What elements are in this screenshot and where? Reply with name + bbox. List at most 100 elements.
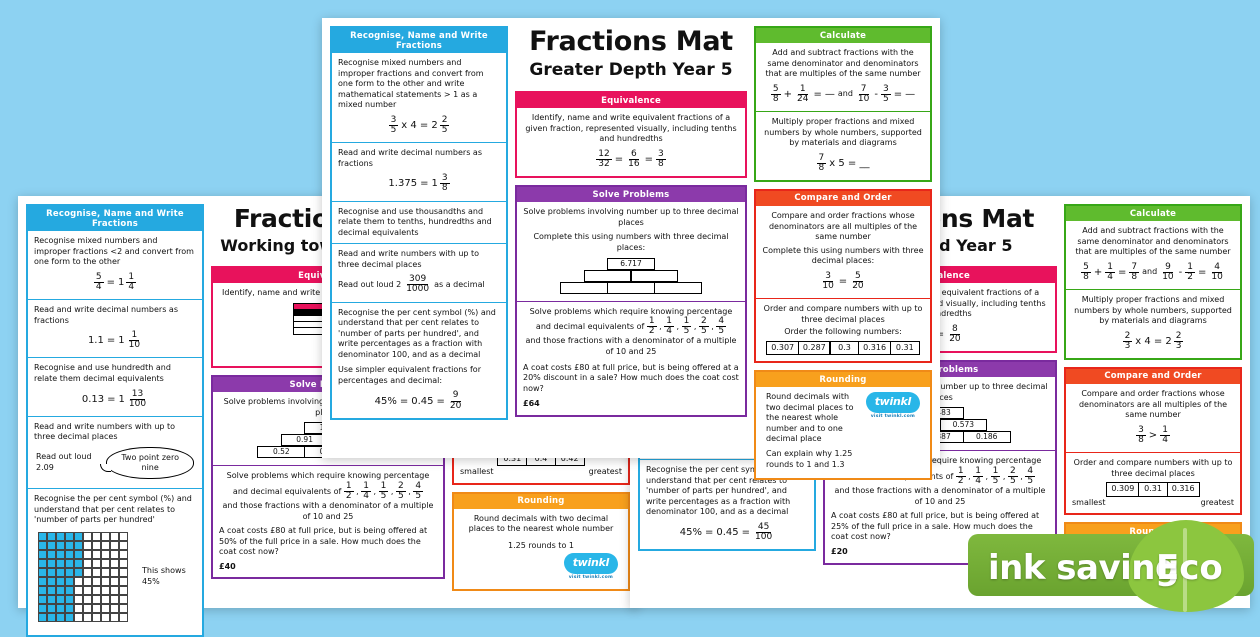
- card-compare-center[interactable]: Compare and Order Compare and order frac…: [754, 188, 932, 364]
- worksheet-center[interactable]: Recognise, Name and Write Fractions Reco…: [322, 18, 940, 481]
- card-body: Compare and order fractions whose denomi…: [1066, 384, 1240, 452]
- pyramid-cell[interactable]: 0.186: [962, 431, 1011, 444]
- word-problem: A coat costs £80 at full price, but is b…: [831, 511, 1040, 542]
- item-text: Read and write numbers with up to three …: [338, 249, 480, 269]
- hundred-square-cell: [38, 531, 47, 541]
- hundred-square-cell: [83, 558, 92, 568]
- item-text: Recognise the per cent symbol (%) and un…: [646, 465, 804, 517]
- item-text: Round decimals with two decimal places t…: [766, 392, 854, 444]
- card-item: Recognise and use thousandths and relate…: [332, 202, 506, 244]
- hundred-square-cell: [65, 603, 74, 613]
- card-item: Recognise mixed numbers and improper fra…: [28, 231, 202, 299]
- card-solve-center[interactable]: Solve Problems Solve problems involving …: [515, 185, 747, 417]
- card-calculate-right[interactable]: Calculate Add and subtract fractions wit…: [1064, 204, 1242, 360]
- hundred-square-cell: [74, 594, 83, 604]
- hundred-square-cell: [83, 594, 92, 604]
- hundred-square-cell: [119, 603, 128, 613]
- number-cell[interactable]: 0.309: [1106, 482, 1140, 497]
- hundred-square-cell: [101, 567, 110, 577]
- hundred-square-cell: [119, 558, 128, 568]
- hundred-square-cell: [101, 531, 110, 541]
- title-block-center: Fractions Mat Greater Depth Year 5: [515, 26, 747, 84]
- card-recognise-center[interactable]: Recognise, Name and Write Fractions Reco…: [330, 26, 508, 420]
- pyramid-cell[interactable]: [607, 281, 655, 294]
- card-item: Recognise the per cent symbol (%) and un…: [28, 489, 202, 635]
- word-problem-answer: £64: [523, 399, 540, 409]
- pyramid-cell[interactable]: 6.717: [607, 257, 655, 270]
- item-prompt: Order the following numbers:: [784, 327, 902, 337]
- hundred-square-cell: [38, 567, 47, 577]
- pyramid-cell[interactable]: [653, 281, 702, 294]
- hundred-square-cell: [101, 612, 110, 622]
- number-cell[interactable]: 0.31: [889, 340, 920, 356]
- label-greatest: greatest: [588, 467, 622, 477]
- number-cell[interactable]: 0.316: [858, 340, 892, 356]
- item-text: Order and compare numbers with up to thr…: [1073, 457, 1233, 478]
- pyramid-cell[interactable]: 0.52: [257, 446, 306, 459]
- item-text: Multiply proper fractions and mixed numb…: [764, 116, 922, 148]
- hundred-square-cell: [119, 576, 128, 586]
- hundred-square-cell: [74, 531, 83, 541]
- number-cell[interactable]: 0.31: [1138, 482, 1168, 497]
- item-text: Recognise and use thousandths and relate…: [338, 206, 492, 237]
- item-text: Identify, name and write equivalent frac…: [525, 113, 737, 144]
- card-rounding-left[interactable]: Rounding Round decimals with two decimal…: [452, 491, 630, 591]
- hundred-square-cell: [47, 585, 56, 595]
- card-body: Round decimals with two decimal places t…: [756, 387, 930, 478]
- card-body: Round decimals with two decimal places t…: [454, 509, 628, 589]
- card-header: Recognise, Name and Write Fractions: [332, 28, 506, 53]
- number-cell[interactable]: 0.287: [797, 340, 831, 356]
- item-math: Read out loud 2 309 1000 as a decimal: [338, 274, 485, 295]
- card-calculate-center[interactable]: Calculate Add and subtract fractions wit…: [754, 26, 932, 182]
- hundred-square-cell: [92, 567, 101, 577]
- item-text: Compare and order fractions whose denomi…: [768, 210, 918, 242]
- number-cell[interactable]: 0.316: [1166, 482, 1200, 497]
- item-math: 5 8 + 1 24 = — and 7 10- 3 5 = —: [770, 83, 916, 104]
- hundred-square-cell: [65, 576, 74, 586]
- pyramid-cell[interactable]: 0.573: [939, 419, 988, 432]
- pyramid-cell[interactable]: [630, 269, 679, 282]
- hundred-square-cell: [101, 540, 110, 550]
- hundred-square-cell: [83, 549, 92, 559]
- card-body: Add and subtract fractions with the same…: [1066, 221, 1240, 289]
- card-header: Calculate: [756, 28, 930, 43]
- item-text: and those fractions with a denominator o…: [834, 486, 1046, 506]
- label-smallest: smallest: [460, 467, 494, 477]
- pyramid-cell[interactable]: [583, 269, 632, 282]
- hundred-square-cell: [65, 531, 74, 541]
- eco-badge-word: Eco: [1156, 548, 1223, 588]
- word-problem-answer: £40: [219, 561, 236, 571]
- hundred-square-cell: [110, 585, 119, 595]
- word-problem: A coat costs £80 at full price, but is b…: [219, 526, 428, 557]
- card-item: Recognise the per cent symbol (%) and un…: [640, 460, 814, 549]
- item-text: Read and write decimal numbers as fracti…: [338, 148, 482, 168]
- item-math: 45% = 0.45 = 9 20: [374, 390, 462, 411]
- item-text: Recognise and use hundredth and relate t…: [34, 363, 171, 383]
- hundred-square-grid: [38, 531, 128, 622]
- hundred-square-cell: [74, 585, 83, 595]
- pyramid-cell[interactable]: [560, 281, 609, 294]
- card-compare-right[interactable]: Compare and Order Compare and order frac…: [1064, 366, 1242, 516]
- number-cell[interactable]: 0.307: [766, 340, 800, 356]
- card-body: Identify, name and write equivalent frac…: [517, 108, 745, 176]
- card-recognise-left[interactable]: Recognise, Name and Write Fractions Reco…: [26, 204, 204, 637]
- hundred-square-cell: [47, 603, 56, 613]
- hundred-square-cell: [56, 585, 65, 595]
- twinkl-tagline: visit twinkl.com: [568, 574, 613, 580]
- card-rounding-center[interactable]: Rounding Round decimals with two decimal…: [754, 370, 932, 481]
- hundred-square-cell: [65, 594, 74, 604]
- hundred-square-cell: [101, 576, 110, 586]
- card-equivalence-center[interactable]: Equivalence Identify, name and write equ…: [515, 91, 747, 179]
- hundred-square-cell: [83, 585, 92, 595]
- card-item: Read and write decimal numbers as fracti…: [332, 143, 506, 200]
- card-body: Solve problems involving number up to th…: [517, 202, 745, 300]
- word-problem: A coat costs £80 at full price, but is b…: [523, 362, 739, 393]
- number-cell[interactable]: 0.3: [829, 340, 860, 356]
- item-text: Round decimals with two decimal places t…: [468, 513, 614, 534]
- item-text: and those fractions with a denominator o…: [222, 501, 434, 521]
- word-problem-answer: £20: [831, 546, 848, 556]
- hundred-square-cell: [83, 567, 92, 577]
